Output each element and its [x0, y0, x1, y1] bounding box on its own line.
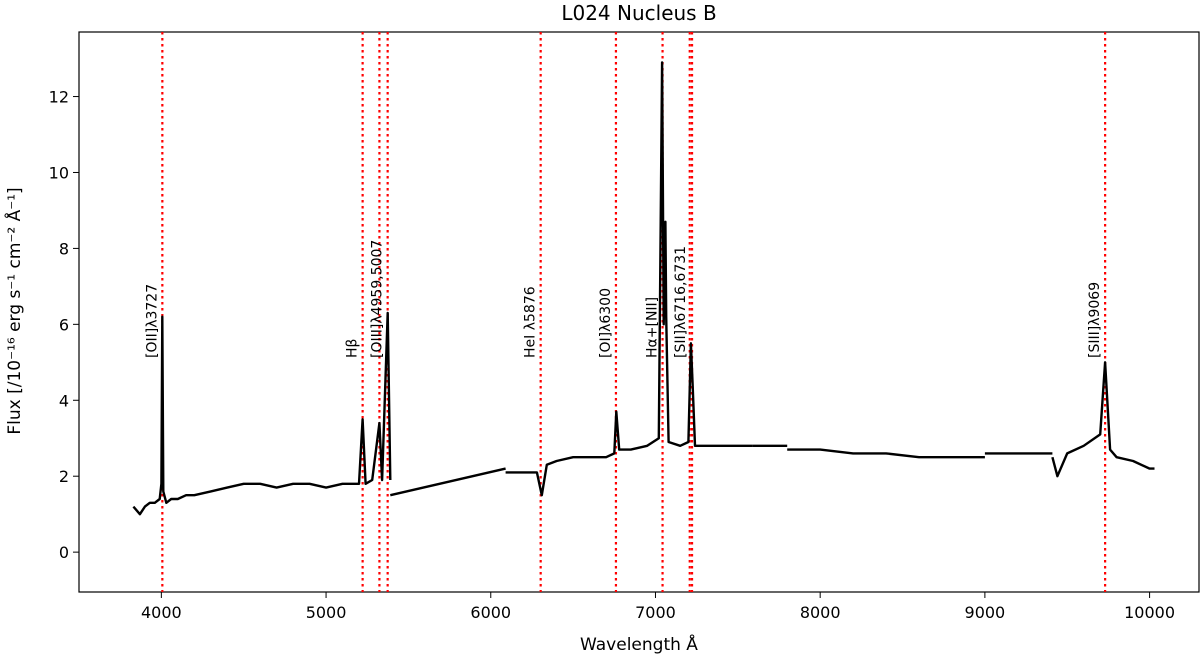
plot-area	[78, 31, 1200, 593]
y-tick-label: 10	[49, 163, 69, 182]
emission-line-label: [OI]λ6300	[598, 288, 614, 358]
spectrum-segment	[132, 311, 392, 516]
x-tick-label: 7000	[635, 603, 676, 622]
emission-line-label: [SIII]λ9069	[1087, 282, 1103, 358]
y-tick-label: 8	[59, 239, 69, 258]
emission-line-label: HeI λ5876	[523, 286, 539, 358]
x-tick-label: 10000	[1124, 603, 1175, 622]
spectrum-segment	[1051, 361, 1155, 478]
chart-title: L024 Nucleus B	[561, 1, 716, 25]
x-tick-label: 9000	[965, 603, 1006, 622]
emission-line-label: [SII]λ6716,6731	[673, 246, 689, 358]
y-tick-label: 0	[59, 543, 69, 562]
emission-line-label: [OIII]λ4959,5007	[370, 240, 386, 358]
y-tick-label: 4	[59, 391, 69, 410]
spectrum-series	[132, 61, 1155, 516]
y-tick-label: 12	[49, 88, 69, 107]
spectrum-segment	[390, 467, 506, 497]
emission-line-label: [OII]λ3727	[144, 284, 160, 358]
spectrum-segment	[505, 61, 753, 497]
x-tick-label: 4000	[141, 603, 182, 622]
emission-line-labels: [OII]λ3727 Hβ [OIII]λ4959,5007 HeI λ5876 [OI…	[144, 240, 1103, 358]
spectrum-segment	[787, 448, 985, 459]
x-axis: 4000 5000 6000 7000 8000 9000 10000	[141, 592, 1175, 622]
y-tick-label: 2	[59, 467, 69, 486]
x-axis-label: Wavelength Å	[580, 633, 698, 655]
emission-line-label: Hβ	[345, 339, 361, 358]
x-tick-label: 5000	[306, 603, 347, 622]
x-tick-label: 6000	[470, 603, 511, 622]
emission-line-markers	[161, 32, 1107, 592]
y-axis-label: Flux [/10⁻¹⁶ erg s⁻¹ cm⁻² Å⁻¹]	[3, 187, 25, 434]
y-axis: 0 2 4 6 8 10 12	[49, 88, 79, 562]
y-tick-label: 6	[59, 315, 69, 334]
emission-line-label: Hα+[NII]	[645, 297, 661, 358]
x-tick-label: 8000	[800, 603, 841, 622]
